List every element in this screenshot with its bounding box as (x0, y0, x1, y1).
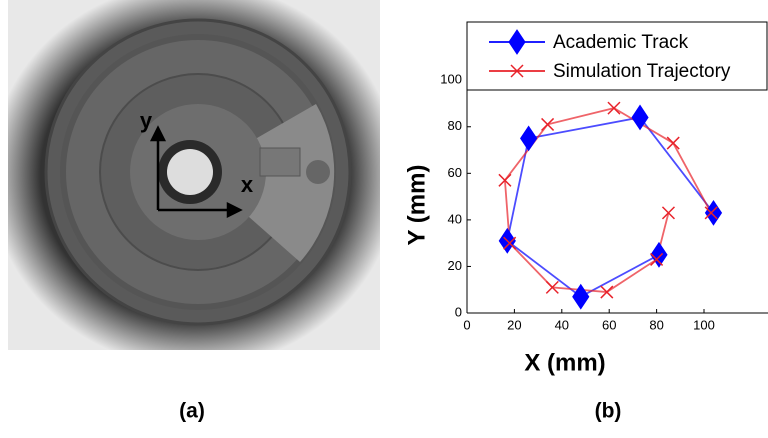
y-tick-label: 20 (448, 258, 462, 273)
data-point (498, 173, 512, 187)
y-tick-label: 100 (440, 72, 462, 87)
coordinate-axes (149, 125, 243, 219)
x-tick-label: 100 (693, 317, 715, 332)
data-point (661, 206, 675, 220)
photo (8, 0, 380, 350)
y-tick-label: 80 (448, 118, 462, 133)
y-axis-title: Y (mm) (403, 165, 430, 246)
data-point (607, 101, 621, 115)
x-tick-label: 20 (507, 317, 521, 332)
series-line (506, 116, 715, 298)
data-point (704, 206, 718, 220)
x-axis-title: X (mm) (524, 349, 605, 376)
x-tick-label: 80 (649, 317, 663, 332)
data-point (520, 125, 538, 152)
y-tick-label: 0 (455, 304, 462, 319)
data-point (650, 241, 668, 268)
legend-marker (508, 29, 526, 55)
legend-label: Academic Track (553, 32, 689, 53)
data-point (503, 236, 517, 250)
y-tick-label: 40 (448, 211, 462, 226)
legend-marker (510, 64, 524, 78)
y-tick-label: 60 (448, 165, 462, 180)
x-tick-label: 40 (555, 317, 569, 332)
data-point (650, 252, 664, 266)
panel-label: (a) (179, 400, 205, 423)
axis-x-label: x (241, 172, 254, 197)
axis-y-label: y (140, 108, 153, 133)
data-point (600, 285, 614, 299)
data-point (545, 280, 559, 294)
data-point (572, 283, 590, 310)
data-point (631, 104, 649, 131)
data-point (541, 117, 555, 131)
data-point (666, 136, 680, 150)
x-tick-label: 60 (602, 317, 616, 332)
legend-label: Simulation Trajectory (553, 61, 731, 82)
panel-label: (b) (595, 400, 622, 423)
x-tick-label: 0 (463, 317, 470, 332)
series-line (503, 107, 712, 293)
